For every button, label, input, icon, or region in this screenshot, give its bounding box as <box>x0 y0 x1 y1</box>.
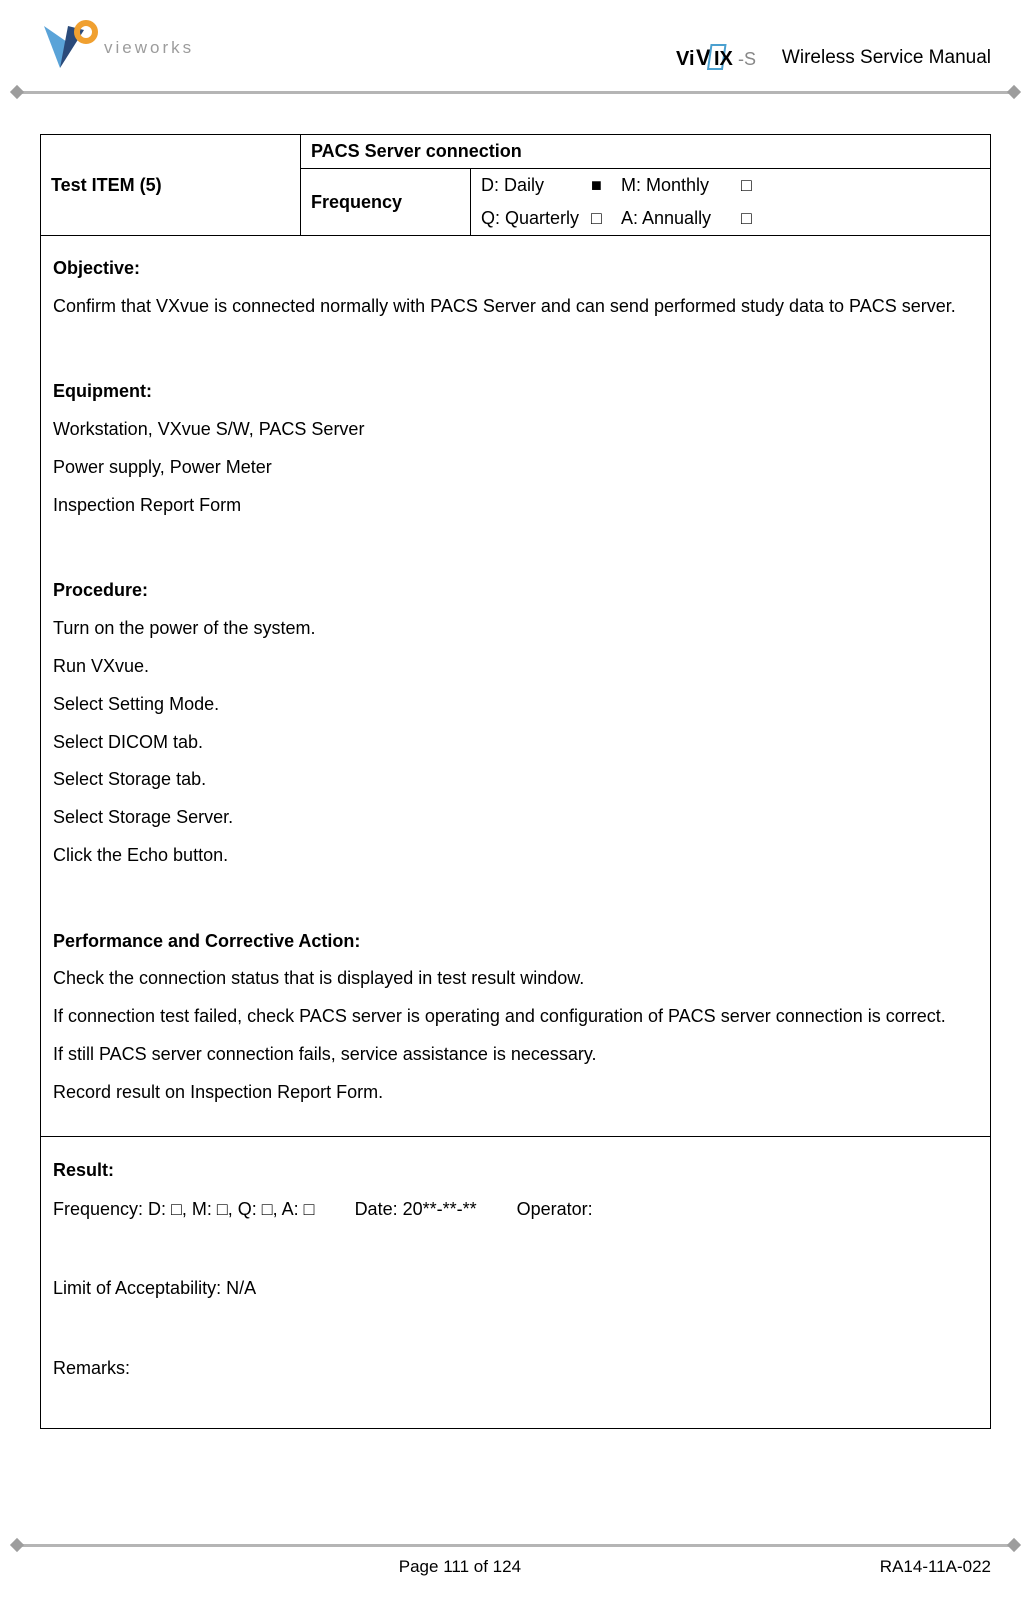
vieworks-brand-text: vieworks <box>104 38 194 58</box>
freq-quarterly-label: Q: Quarterly <box>481 208 591 229</box>
svg-text:Vi: Vi <box>676 48 695 70</box>
result-frequency-line: Frequency: D: □, M: □, Q: □, A: □ Date: … <box>53 1190 978 1230</box>
procedure-step-7: Click the Echo button. <box>53 837 978 875</box>
procedure-step-4: Select DICOM tab. <box>53 724 978 762</box>
procedure-step-5: Select Storage tab. <box>53 761 978 799</box>
vieworks-logo: vieworks <box>40 20 194 75</box>
freq-annually-label: A: Annually <box>621 208 741 229</box>
svg-text:-S: -S <box>738 49 756 69</box>
freq-annually-mark: □ <box>741 208 771 229</box>
performance-line-3: If still PACS server connection fails, s… <box>53 1036 978 1074</box>
equipment-line-2: Power supply, Power Meter <box>53 449 978 487</box>
performance-line-1: Check the connection status that is disp… <box>53 960 978 998</box>
frequency-label: Frequency <box>301 169 471 236</box>
equipment-line-1: Workstation, VXvue S/W, PACS Server <box>53 411 978 449</box>
footer-divider <box>20 1544 1011 1547</box>
vieworks-logo-icon <box>40 20 100 75</box>
header-right: Vi V IX -S Wireless Service Manual <box>676 41 991 75</box>
page-header: vieworks Vi V IX -S Wireless Service Man… <box>40 20 991 85</box>
objective-title: Objective: <box>53 250 978 288</box>
equipment-title: Equipment: <box>53 373 978 411</box>
equipment-line-3: Inspection Report Form <box>53 487 978 525</box>
freq-daily-label: D: Daily <box>481 175 591 196</box>
procedure-step-2: Run VXvue. <box>53 648 978 686</box>
test-item-table: Test ITEM (5) PACS Server connection Fre… <box>40 134 991 1429</box>
result-operator: Operator: <box>517 1190 593 1230</box>
result-date: Date: 20**-**-** <box>355 1190 477 1230</box>
footer-page-number: Page 111 of 124 <box>399 1557 521 1577</box>
test-title: PACS Server connection <box>301 135 991 169</box>
procedure-step-6: Select Storage Server. <box>53 799 978 837</box>
test-item-label: Test ITEM (5) <box>41 135 301 236</box>
result-title: Result: <box>53 1151 978 1191</box>
result-limit: Limit of Acceptability: N/A <box>53 1269 978 1309</box>
result-remarks: Remarks: <box>53 1349 978 1389</box>
performance-title: Performance and Corrective Action: <box>53 923 978 961</box>
svg-text:IX: IX <box>714 48 734 70</box>
footer-doc-id: RA14-11A-022 <box>880 1557 991 1577</box>
frequency-row-2: Q: Quarterly □ A: Annually □ <box>471 202 991 236</box>
performance-line-4: Record result on Inspection Report Form. <box>53 1074 978 1112</box>
procedure-step-1: Turn on the power of the system. <box>53 610 978 648</box>
body-cell: Objective: Confirm that VXvue is connect… <box>41 236 991 1137</box>
performance-line-2: If connection test failed, check PACS se… <box>53 998 978 1036</box>
manual-title: Wireless Service Manual <box>782 47 991 69</box>
objective-text: Confirm that VXvue is connected normally… <box>53 288 978 326</box>
result-cell: Result: Frequency: D: □, M: □, Q: □, A: … <box>41 1136 991 1429</box>
freq-monthly-mark: □ <box>741 175 771 196</box>
page-footer: Page 111 of 124 RA14-11A-022 <box>40 1544 991 1577</box>
result-frequency: Frequency: D: □, M: □, Q: □, A: □ <box>53 1190 315 1230</box>
header-divider <box>20 91 1011 94</box>
freq-quarterly-mark: □ <box>591 208 621 229</box>
freq-monthly-label: M: Monthly <box>621 175 741 196</box>
procedure-step-3: Select Setting Mode. <box>53 686 978 724</box>
freq-daily-mark: ■ <box>591 175 621 196</box>
procedure-title: Procedure: <box>53 572 978 610</box>
frequency-row-1: D: Daily ■ M: Monthly □ <box>471 169 991 203</box>
document-page: vieworks Vi V IX -S Wireless Service Man… <box>0 0 1031 1607</box>
main-content: Test ITEM (5) PACS Server connection Fre… <box>40 134 991 1429</box>
vivix-s-logo-icon: Vi V IX -S <box>676 41 766 75</box>
